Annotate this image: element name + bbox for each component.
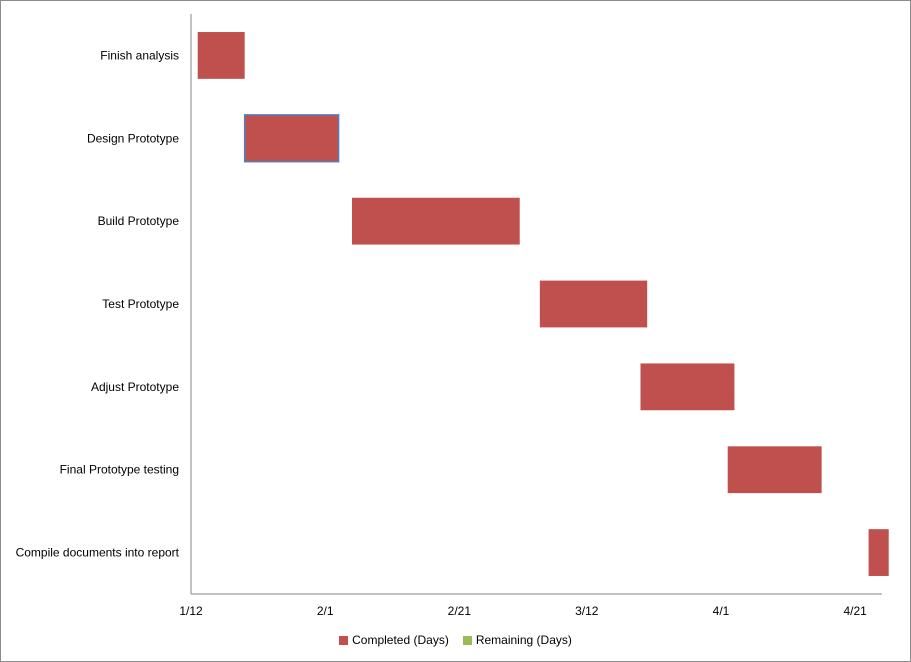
- task-label: Test Prototype: [102, 297, 179, 311]
- task-label: Adjust Prototype: [91, 380, 179, 394]
- bar-completed[interactable]: [539, 280, 648, 328]
- task-label: Design Prototype: [87, 131, 179, 145]
- x-tick-label: 2/1: [317, 604, 334, 618]
- legend-item: Remaining (Days): [462, 633, 572, 647]
- bar-completed[interactable]: [868, 529, 889, 576]
- bar-completed[interactable]: [197, 32, 245, 79]
- bar-completed[interactable]: [243, 114, 340, 163]
- task-label: Finish analysis: [100, 48, 179, 62]
- x-tick-label: 4/1: [713, 604, 730, 618]
- x-tick-label: 2/21: [448, 604, 472, 618]
- legend-label: Remaining (Days): [475, 633, 572, 647]
- x-tick-label: 4/21: [843, 604, 867, 618]
- legend-label: Completed (Days): [352, 633, 449, 647]
- bar-completed[interactable]: [352, 197, 520, 245]
- legend-item: Completed (Days): [339, 633, 449, 647]
- legend-swatch: [462, 635, 472, 645]
- task-label: Build Prototype: [98, 214, 180, 228]
- x-tick-label: 1/12: [179, 604, 203, 618]
- bar-completed[interactable]: [727, 446, 822, 494]
- task-label: Compile documents into report: [16, 546, 180, 560]
- bar-completed[interactable]: [640, 363, 735, 411]
- task-label: Final Prototype testing: [60, 463, 179, 477]
- x-tick-label: 3/12: [575, 604, 599, 618]
- legend-swatch: [339, 635, 349, 645]
- legend: Completed (Days) Remaining (Days): [0, 633, 911, 647]
